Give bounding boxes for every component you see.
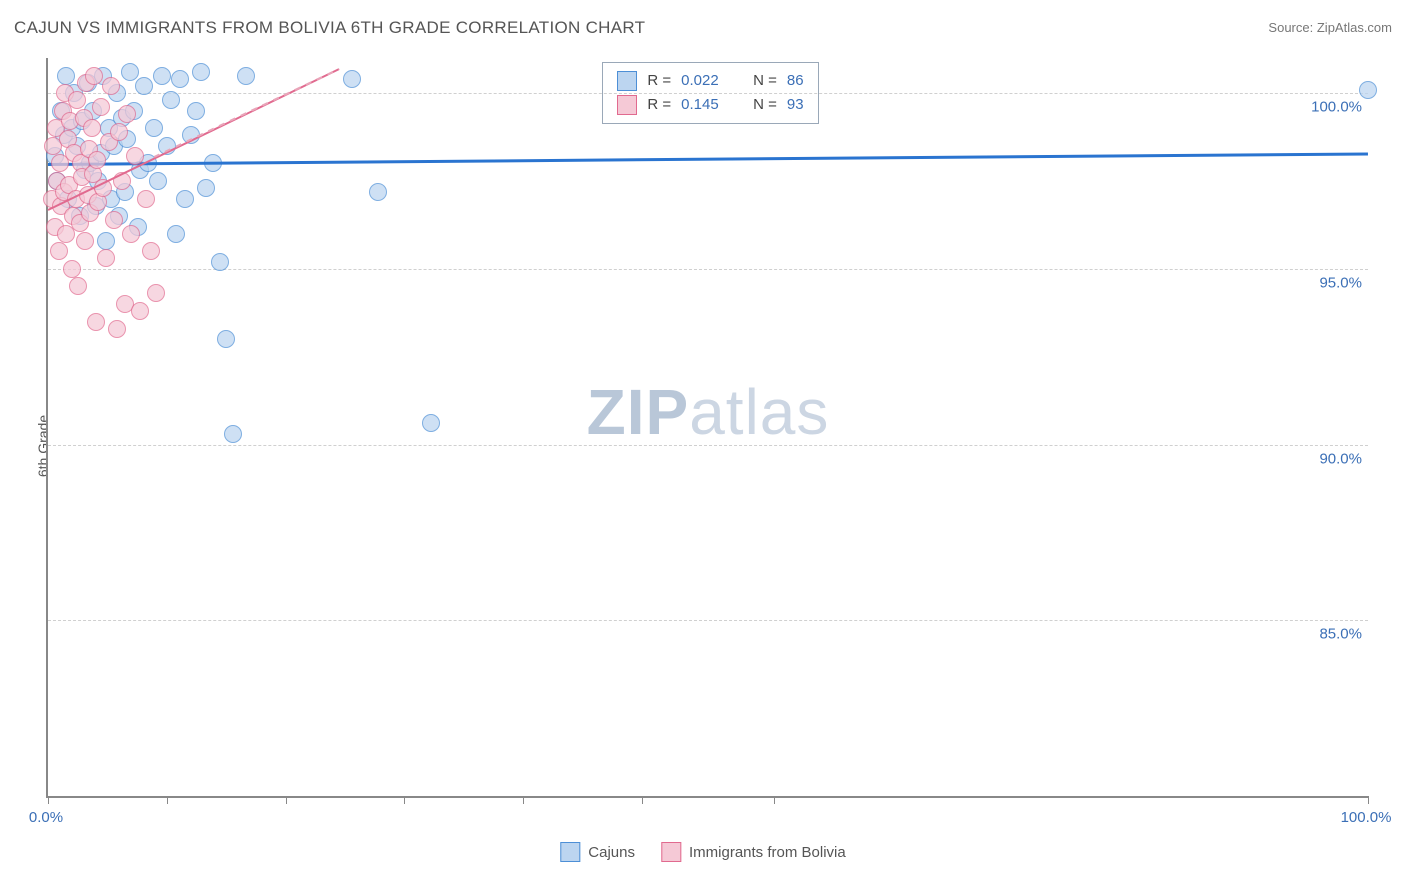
y-tick-label: 100.0% (1311, 99, 1362, 116)
data-point (187, 102, 205, 120)
plot-area: ZIPatlas R = 0.022 N = 86 R = 0.145 N = 93 85.0… (46, 58, 1368, 798)
data-point (92, 98, 110, 116)
n-value: 86 (787, 69, 804, 93)
watermark-atlas: atlas (689, 376, 829, 448)
x-tick-label: 0.0% (29, 809, 63, 826)
x-tick (642, 796, 643, 804)
data-point (171, 70, 189, 88)
data-point (153, 67, 171, 85)
gridline (48, 620, 1368, 621)
legend-swatch (617, 71, 637, 91)
gridline (48, 269, 1368, 270)
x-tick (48, 796, 49, 804)
data-point (217, 330, 235, 348)
data-point (121, 63, 139, 81)
watermark-zip: ZIP (587, 376, 690, 448)
data-point (57, 67, 75, 85)
legend-label: Cajuns (588, 844, 635, 861)
x-tick-label: 100.0% (1341, 809, 1392, 826)
legend-item: Immigrants from Bolivia (661, 842, 846, 862)
data-point (122, 225, 140, 243)
r-label: R = (647, 69, 671, 93)
data-point (63, 260, 81, 278)
y-tick-label: 95.0% (1319, 274, 1362, 291)
data-point (137, 190, 155, 208)
legend-label: Immigrants from Bolivia (689, 844, 846, 861)
data-point (97, 232, 115, 250)
data-point (147, 284, 165, 302)
data-point (1359, 81, 1377, 99)
data-point (97, 249, 115, 267)
series-legend: Cajuns Immigrants from Bolivia (560, 842, 845, 862)
data-point (145, 119, 163, 137)
data-point (142, 242, 160, 260)
data-point (108, 320, 126, 338)
data-point (68, 91, 86, 109)
source-attribution: Source: ZipAtlas.com (1268, 20, 1392, 35)
gridline (48, 445, 1368, 446)
data-point (224, 425, 242, 443)
data-point (118, 105, 136, 123)
x-tick (523, 796, 524, 804)
x-tick (286, 796, 287, 804)
data-point (69, 277, 87, 295)
gridline (48, 93, 1368, 94)
trend-line (48, 153, 1368, 166)
legend-item: Cajuns (560, 842, 635, 862)
r-value: 0.022 (681, 69, 729, 93)
x-tick (1368, 796, 1369, 804)
r-label: R = (647, 93, 671, 117)
n-value: 93 (787, 93, 804, 117)
data-point (237, 67, 255, 85)
source-value: ZipAtlas.com (1317, 20, 1392, 35)
legend-swatch (661, 842, 681, 862)
y-tick-label: 90.0% (1319, 450, 1362, 467)
chart-title: CAJUN VS IMMIGRANTS FROM BOLIVIA 6TH GRA… (14, 18, 645, 38)
data-point (105, 211, 123, 229)
stats-row: R = 0.022 N = 86 (617, 69, 803, 93)
data-point (110, 123, 128, 141)
data-point (87, 313, 105, 331)
data-point (211, 253, 229, 271)
n-label: N = (753, 69, 777, 93)
r-value: 0.145 (681, 93, 729, 117)
stats-row: R = 0.145 N = 93 (617, 93, 803, 117)
chart-container: CAJUN VS IMMIGRANTS FROM BOLIVIA 6TH GRA… (0, 0, 1406, 892)
data-point (197, 179, 215, 197)
data-point (422, 414, 440, 432)
y-tick-label: 85.0% (1319, 626, 1362, 643)
data-point (85, 67, 103, 85)
data-point (131, 302, 149, 320)
data-point (343, 70, 361, 88)
legend-swatch (617, 95, 637, 115)
source-label: Source: (1268, 20, 1313, 35)
data-point (192, 63, 210, 81)
data-point (369, 183, 387, 201)
data-point (167, 225, 185, 243)
data-point (149, 172, 167, 190)
data-point (176, 190, 194, 208)
data-point (83, 119, 101, 137)
data-point (50, 242, 68, 260)
x-tick (404, 796, 405, 804)
legend-swatch (560, 842, 580, 862)
x-tick (774, 796, 775, 804)
data-point (135, 77, 153, 95)
data-point (102, 77, 120, 95)
watermark: ZIPatlas (587, 375, 830, 449)
data-point (76, 232, 94, 250)
data-point (162, 91, 180, 109)
data-point (88, 151, 106, 169)
n-label: N = (753, 93, 777, 117)
x-tick (167, 796, 168, 804)
